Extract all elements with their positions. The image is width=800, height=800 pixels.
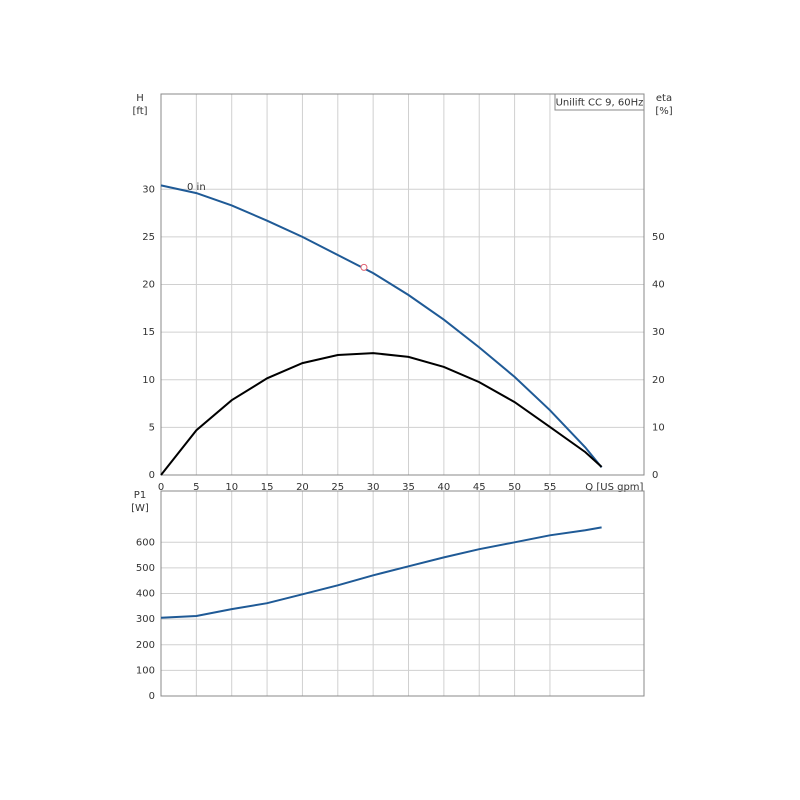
y-tick-label: 5 (149, 422, 155, 433)
x-tick-label: 55 (544, 482, 557, 493)
curve-label: 0 in (187, 182, 206, 193)
y2-tick-label: 0 (652, 470, 658, 481)
y-tick-label: 300 (136, 614, 155, 625)
y-tick-label: 200 (136, 640, 155, 651)
plot-frame (160, 93, 645, 476)
y-tick-label: 15 (142, 327, 155, 338)
curve (160, 184, 603, 469)
x-tick-label: 0 (158, 482, 164, 493)
x-tick-label: 20 (296, 482, 309, 493)
x-axis-label: Q [US gpm] (585, 482, 643, 493)
y2-axis-unit: [%] (655, 106, 672, 117)
y2-tick-label: 20 (652, 375, 665, 386)
y-tick-label: 30 (142, 184, 155, 195)
y-tick-label: 10 (142, 375, 155, 386)
y-axis-unit: [W] (131, 503, 149, 514)
x-tick-label: 15 (261, 482, 274, 493)
y-axis-label: P1 (134, 490, 146, 501)
y-tick-label: 0 (149, 470, 155, 481)
x-tick-label: 45 (473, 482, 486, 493)
annotation: Unilift CC 9, 60Hz (556, 98, 644, 109)
annotation-box (554, 93, 645, 111)
y-tick-label: 100 (136, 665, 155, 676)
x-tick-label: 35 (402, 482, 415, 493)
y-tick-label: 600 (136, 537, 155, 548)
duty-point (360, 263, 368, 271)
x-tick-label: 5 (193, 482, 199, 493)
x-tick-label: 10 (225, 482, 238, 493)
y-tick-label: 0 (149, 691, 155, 702)
y-tick-label: 20 (142, 280, 155, 291)
x-tick-label: 50 (508, 482, 521, 493)
y-axis-unit: [ft] (132, 106, 147, 117)
x-tick-label: 25 (331, 482, 344, 493)
y2-tick-label: 40 (652, 280, 665, 291)
curve (160, 526, 602, 619)
y-tick-label: 500 (136, 563, 155, 574)
y2-axis-label: eta (656, 93, 672, 104)
y2-tick-label: 50 (652, 232, 665, 243)
x-tick-label: 40 (438, 482, 451, 493)
y2-tick-label: 30 (652, 327, 665, 338)
x-tick-label: 30 (367, 482, 380, 493)
curve (160, 352, 603, 476)
plot-frame (160, 490, 645, 697)
y-tick-label: 25 (142, 232, 155, 243)
y-tick-label: 400 (136, 589, 155, 600)
y-axis-label: H (136, 93, 144, 104)
y2-tick-label: 10 (652, 422, 665, 433)
